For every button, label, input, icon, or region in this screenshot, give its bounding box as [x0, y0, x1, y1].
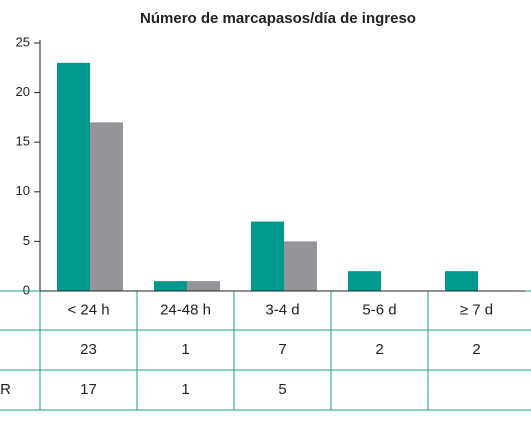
- table-value: 2: [375, 341, 383, 358]
- table-value: 17: [80, 381, 97, 398]
- bar: [90, 122, 123, 291]
- table-value: 1: [181, 341, 189, 358]
- x-tick-label: 24-48 h: [160, 301, 211, 318]
- bar: [284, 241, 317, 291]
- table-value: 5: [278, 381, 286, 398]
- x-tick-label: ≥ 7 d: [460, 301, 493, 318]
- table-value: 7: [278, 341, 286, 358]
- bar: [348, 271, 381, 291]
- y-tick-label: 25: [16, 34, 30, 49]
- x-tick-label: 3-4 d: [265, 301, 299, 318]
- table-value: 1: [181, 381, 189, 398]
- legend-label: R: [0, 381, 11, 398]
- y-tick-label: 5: [23, 233, 30, 248]
- bar: [251, 221, 284, 291]
- y-tick-label: 10: [16, 183, 30, 198]
- y-tick-label: 0: [23, 282, 30, 297]
- bar: [445, 271, 478, 291]
- table-value: 2: [472, 341, 480, 358]
- table-value: 23: [80, 341, 97, 358]
- x-tick-label: < 24 h: [67, 301, 109, 318]
- x-tick-label: 5-6 d: [362, 301, 396, 318]
- bar: [154, 281, 187, 291]
- bar: [57, 62, 90, 292]
- chart-title: Número de marcapasos/día de ingreso: [140, 10, 416, 27]
- bar: [187, 281, 220, 291]
- y-tick-label: 15: [16, 134, 30, 149]
- y-tick-label: 20: [16, 84, 30, 99]
